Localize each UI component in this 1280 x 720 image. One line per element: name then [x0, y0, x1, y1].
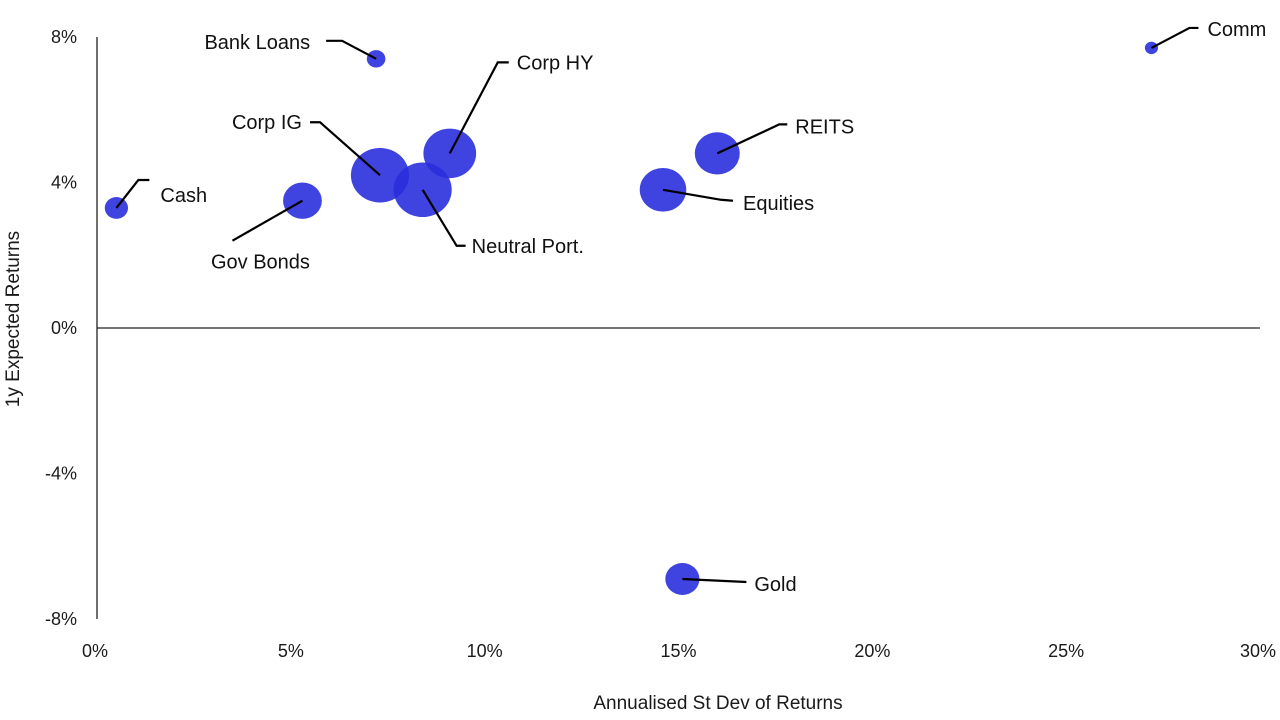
label-equities: Equities	[743, 193, 814, 215]
x-tick-label: 20%	[854, 641, 890, 661]
label-corp-ig: Corp IG	[232, 112, 302, 134]
x-tick-label: 10%	[467, 641, 503, 661]
leader-cash	[115, 178, 150, 209]
y-axis-title: 1y Expected Returns	[3, 231, 24, 407]
label-bank-loans: Bank Loans	[204, 32, 310, 54]
y-tick-label: -4%	[45, 464, 77, 484]
axes: -8% -4% 0% 4% 8% 0% 5% 10% 15% 20% 25% 30%	[45, 27, 1276, 661]
label-gov-bonds: Gov Bonds	[211, 252, 310, 274]
y-tick-label: 4%	[51, 173, 77, 193]
label-neutral-port: Neutral Port.	[472, 236, 584, 258]
leader-equities	[662, 188, 734, 202]
leader-reits	[716, 123, 788, 155]
x-tick-label: 0%	[82, 641, 108, 661]
y-tick-label: 8%	[51, 27, 77, 47]
y-tick-label: 0%	[51, 318, 77, 338]
label-corp-hy: Corp HY	[517, 52, 594, 74]
x-axis-title: Annualised St Dev of Returns	[593, 693, 842, 714]
leader-gov-bonds	[231, 199, 304, 242]
label-reits: REITS	[795, 116, 854, 138]
leader-gold	[682, 577, 747, 584]
x-tick-label: 25%	[1048, 641, 1084, 661]
leader-comm	[1150, 26, 1199, 49]
leader-neutral-port	[421, 189, 466, 247]
label-leaders	[115, 26, 1199, 584]
x-tick-label: 15%	[660, 641, 696, 661]
label-cash: Cash	[160, 185, 207, 207]
label-comm: Comm	[1207, 19, 1266, 41]
label-gold: Gold	[754, 574, 796, 596]
leader-corp-ig	[309, 121, 381, 177]
x-tick-label: 5%	[278, 641, 304, 661]
leader-bank-loans	[326, 39, 377, 60]
leader-corp-hy	[448, 61, 509, 154]
bubble-labels: Cash Gov Bonds Bank Loans Corp IG Neutral Po…	[160, 19, 1266, 596]
x-tick-label: 30%	[1240, 641, 1276, 661]
y-tick-label: -8%	[45, 609, 77, 629]
